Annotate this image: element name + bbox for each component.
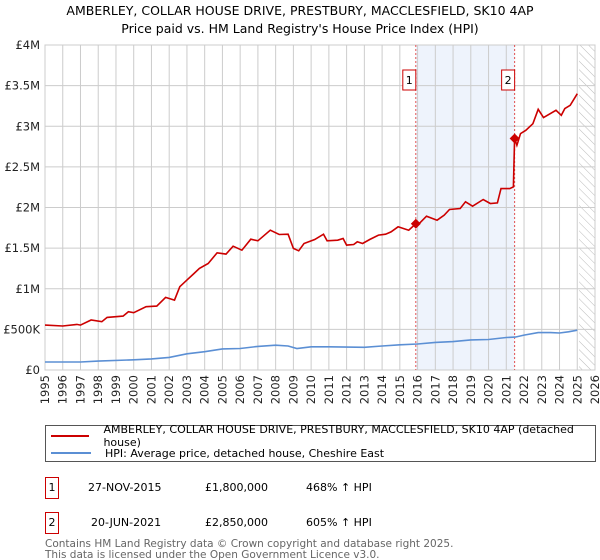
x-tick-label: 2004 (198, 375, 212, 404)
sale-label: 2 (505, 74, 512, 87)
x-tick-label: 2003 (180, 375, 194, 404)
legend-swatch-blue (51, 452, 91, 454)
sale-row: 1 27-NOV-2015 £1,800,000 468% ↑ HPI (45, 477, 595, 499)
sale-date: 27-NOV-2015 (88, 481, 162, 494)
x-tick-label: 2012 (340, 375, 354, 404)
x-tick-label: 2009 (286, 375, 300, 404)
price-line (44, 93, 578, 327)
x-tick-label: 2006 (233, 375, 247, 404)
x-tick-label: 2011 (322, 375, 336, 404)
y-tick-label: £1.5M (4, 241, 40, 255)
x-tick-label: 2018 (446, 375, 460, 404)
footer: Contains HM Land Registry data © Crown c… (45, 539, 453, 560)
x-tick-label: 2019 (464, 375, 478, 404)
chart-subtitle: Price paid vs. HM Land Registry's House … (121, 21, 479, 36)
x-tick-label: 1995 (38, 375, 52, 404)
y-tick-label: £2M (15, 201, 40, 215)
sale-label-box (402, 69, 417, 91)
legend-label: AMBERLEY, COLLAR HOUSE DRIVE, PRESTBURY,… (103, 423, 574, 449)
x-tick-label: 2005 (215, 375, 229, 404)
footer-line: Contains HM Land Registry data © Crown c… (45, 538, 454, 550)
plot-frame (44, 44, 596, 371)
sale-badge: 2 (45, 512, 59, 534)
x-tick-label: 2007 (251, 375, 265, 404)
x-tick-label: 2022 (517, 375, 531, 404)
x-tick-label: 1996 (56, 375, 70, 404)
y-tick-label: £3M (15, 119, 40, 133)
x-tick-label: 2021 (499, 375, 513, 404)
x-tick-label: 2000 (127, 375, 141, 404)
legend-item-property: AMBERLEY, COLLAR HOUSE DRIVE, PRESTBURY,… (46, 423, 595, 449)
y-tick-label: £4M (15, 38, 40, 52)
y-tick-label: £0 (25, 363, 40, 377)
legend: AMBERLEY, COLLAR HOUSE DRIVE, PRESTBURY,… (45, 423, 596, 462)
x-tick-label: 1998 (91, 375, 105, 404)
x-tick-label: 2013 (357, 375, 371, 404)
y-tick-label: £2.5M (4, 160, 40, 174)
sale-row: 2 20-JUN-2021 £2,850,000 605% ↑ HPI (45, 512, 595, 540)
sale-label-box (501, 69, 516, 91)
x-tick-label: 2001 (144, 375, 158, 404)
sale-point (509, 133, 520, 144)
x-tick-label: 1997 (73, 375, 87, 404)
y-tick-label: £3.5M (4, 79, 40, 93)
x-tick-label: 2014 (375, 375, 389, 404)
chart-title: AMBERLEY, COLLAR HOUSE DRIVE, PRESTBURY,… (66, 3, 534, 18)
hpi-line (45, 329, 578, 363)
x-tick-label: 2010 (304, 375, 318, 404)
x-tick-label: 2015 (393, 375, 407, 404)
x-tick-label: 2017 (428, 375, 442, 404)
legend-swatch-red (51, 435, 90, 437)
sale-price: £1,800,000 (205, 481, 268, 494)
footer-line: This data is licensed under the Open Gov… (45, 549, 380, 560)
y-tick-label: £500K (3, 322, 40, 336)
sale-label: 1 (406, 74, 413, 87)
sale-date: 20-JUN-2021 (91, 516, 162, 529)
sale-price: £2,850,000 (205, 516, 268, 529)
sale-hpi: 605% ↑ HPI (306, 516, 372, 529)
x-tick-label: 2020 (482, 375, 496, 404)
legend-label: HPI: Average price, detached house, Ches… (105, 446, 385, 460)
price-chart: 1995 1996 1997 1998 1999 2000 2001 2002 2003 2004… (3, 38, 600, 404)
x-tick-label: 2025 (570, 375, 584, 404)
y-tick-label: £1M (15, 282, 40, 296)
sale-badge: 1 (45, 477, 59, 499)
x-tick-label: 2026 (588, 375, 600, 404)
x-tick-label: 2002 (162, 375, 176, 404)
x-tick-label: 2023 (535, 375, 549, 404)
x-tick-label: 2008 (269, 375, 283, 404)
sale-point (410, 218, 421, 229)
x-tick-label: 2024 (553, 375, 567, 404)
legend-item-hpi: HPI: Average price, detached house, Ches… (46, 444, 384, 462)
x-tick-label: 1999 (109, 375, 123, 404)
x-tick-label: 2016 (411, 375, 425, 404)
sale-hpi: 468% ↑ HPI (306, 481, 372, 494)
